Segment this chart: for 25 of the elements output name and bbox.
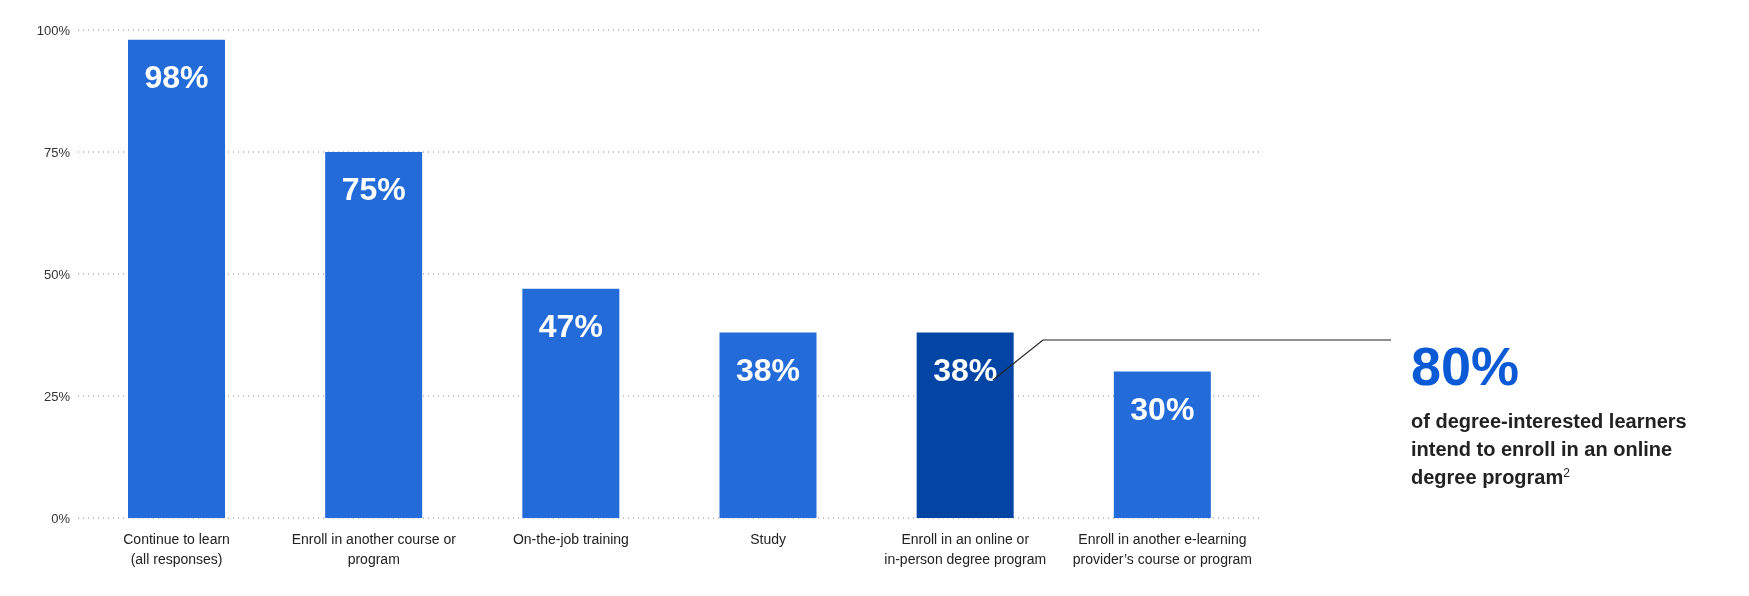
data-label: 98% bbox=[144, 58, 209, 95]
y-tick-label: 0% bbox=[51, 510, 71, 526]
data-label: 75% bbox=[341, 171, 406, 207]
y-tick-label: 25% bbox=[43, 388, 71, 404]
y-tick-label: 50% bbox=[43, 266, 71, 282]
y-tick-label: 100% bbox=[36, 22, 71, 38]
bar bbox=[522, 288, 620, 518]
x-tick-label: Enroll in another e-learning provider’s course or program bbox=[1072, 531, 1253, 567]
bar bbox=[1113, 371, 1211, 518]
bar bbox=[128, 39, 225, 518]
x-tick-label: Enroll in another course or program bbox=[291, 531, 457, 567]
bar bbox=[719, 332, 817, 518]
data-label: 30% bbox=[1130, 390, 1195, 427]
y-tick-label: 75% bbox=[43, 144, 71, 160]
x-tick-label: Study bbox=[750, 531, 786, 547]
data-label: 38% bbox=[933, 351, 998, 388]
data-label: 38% bbox=[735, 351, 801, 388]
bar bbox=[916, 332, 1014, 518]
text: of degree-interested learners intend to enroll in an online degree program$^{2}$ bbox=[1411, 410, 1687, 488]
x-tick-label: Continue to learn (all responses) bbox=[123, 531, 230, 567]
x-tick-label: Enroll in an online or in-person degree program bbox=[884, 531, 1047, 567]
bar bbox=[325, 152, 423, 518]
x-tick-label: On-the-job training bbox=[512, 531, 629, 547]
data-label: 47% bbox=[538, 307, 603, 344]
text: 80% bbox=[1411, 336, 1520, 396]
